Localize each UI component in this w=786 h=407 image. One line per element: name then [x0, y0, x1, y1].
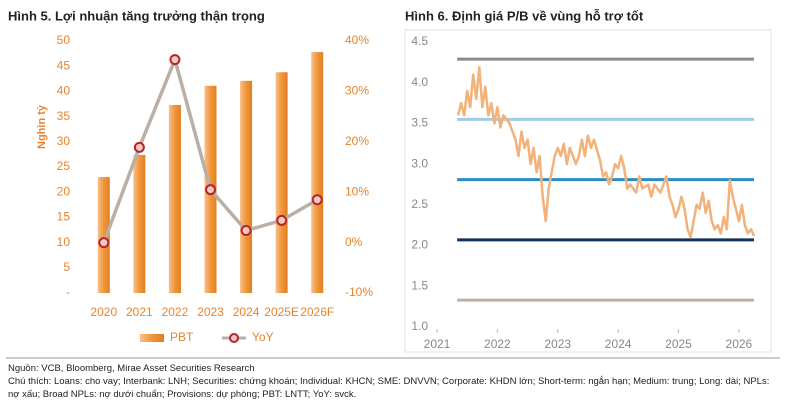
marker	[276, 214, 288, 226]
y-tick-label: 25	[57, 159, 71, 173]
y-tick-label: -	[66, 285, 70, 299]
y-tick-label: 3.0	[411, 156, 428, 170]
legend-label: PBT	[170, 330, 194, 344]
y-tick-label: 35	[57, 109, 71, 123]
marker	[240, 225, 252, 237]
y-tick-label: 45	[57, 58, 71, 72]
y2-tick-label: 0%	[345, 235, 363, 249]
marker	[311, 194, 323, 206]
bar	[275, 72, 288, 293]
x-tick-label: 2021	[424, 337, 451, 351]
x-tick-label: 2023	[544, 337, 571, 351]
bar	[133, 154, 146, 293]
y-tick-label: 2.5	[411, 197, 428, 211]
y-tick-label: 20	[57, 184, 71, 198]
x-tick-label: 2024	[233, 305, 260, 319]
y2-tick-label: 10%	[345, 184, 369, 198]
chart-title: Hình 5. Lợi nhuận tăng trưởng thận trọng	[8, 8, 265, 23]
y2-tick-label: 20%	[345, 134, 369, 148]
chart-title: Hình 6. Định giá P/B về vùng hỗ trợ tốt	[405, 8, 644, 23]
marker	[169, 54, 181, 66]
y2-tick-label: 40%	[345, 33, 369, 47]
y-tick-label: 40	[57, 84, 71, 98]
x-tick-label: 2025	[665, 337, 692, 351]
x-tick-label: 2022	[484, 337, 511, 351]
bar	[168, 105, 181, 294]
y-tick-label: 4.5	[411, 34, 428, 48]
y-tick-label: 50	[57, 33, 71, 47]
marker	[133, 141, 145, 153]
x-tick-label: 2025E	[264, 305, 299, 319]
legend-label: YoY	[252, 330, 274, 344]
x-tick-label: 2024	[605, 337, 632, 351]
y-tick-label: 1.5	[411, 278, 428, 292]
marker	[98, 237, 110, 249]
y-tick-label: 30	[57, 134, 71, 148]
y-tick-label: 10	[57, 235, 71, 249]
marker	[205, 184, 216, 196]
y-tick-label: 5	[63, 260, 70, 274]
x-tick-label: 2021	[126, 305, 153, 319]
x-tick-label: 2023	[197, 305, 224, 319]
y-tick-label: 4.0	[411, 75, 428, 89]
bar	[311, 52, 324, 294]
y2-tick-label: 30%	[345, 84, 369, 98]
y2-tick-label: -10%	[345, 285, 373, 299]
y-axis-label: Nghìn tỷ	[36, 104, 48, 149]
legend-swatch	[140, 334, 164, 342]
bar	[97, 177, 110, 293]
y-tick-label: 1.0	[411, 319, 428, 333]
x-tick-label: 2022	[162, 305, 189, 319]
bar	[240, 80, 253, 293]
legend-marker	[229, 333, 239, 343]
x-tick-label: 2026F	[300, 305, 334, 319]
x-tick-label: 2020	[90, 305, 117, 319]
line	[456, 65, 756, 239]
y-tick-label: 15	[57, 210, 71, 224]
source: Nguồn: VCB, Bloomberg, Mirae Asset Secur…	[8, 363, 255, 374]
x-tick-label: 2026	[726, 337, 753, 351]
y-tick-label: 2.0	[411, 238, 428, 252]
note: Chú thích: Loans: cho vay; Interbank: LN…	[8, 376, 770, 400]
plot-frame	[404, 29, 772, 353]
y-tick-label: 3.5	[411, 116, 428, 130]
